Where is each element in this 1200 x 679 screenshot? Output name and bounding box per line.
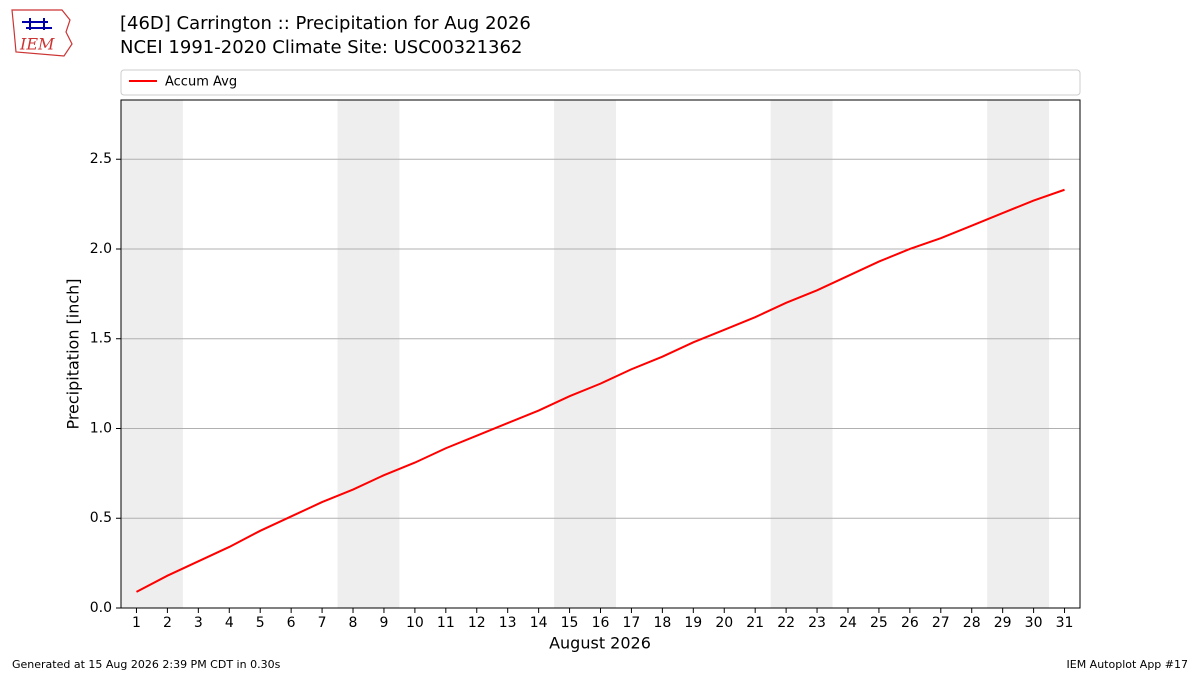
y-tick-label: 0.5: [90, 510, 112, 526]
x-tick-label: 13: [499, 615, 517, 631]
x-tick-label: 24: [839, 615, 857, 631]
x-tick-label: 20: [715, 615, 733, 631]
x-tick-label: 22: [777, 615, 795, 631]
weekend-shade: [337, 100, 400, 608]
chart-title: [46D] Carrington :: Precipitation for Au…: [120, 13, 531, 34]
x-tick-label: 11: [437, 615, 455, 631]
y-tick-label: 2.0: [90, 241, 112, 257]
logo: IEM: [11, 9, 73, 57]
weekend-shade: [987, 100, 1050, 608]
x-tick-label: 31: [1056, 615, 1074, 631]
x-tick-label: 6: [287, 615, 296, 631]
x-tick-label: 2: [163, 615, 172, 631]
logo-icon: [22, 18, 52, 30]
x-tick-label: 10: [406, 615, 424, 631]
footer-right: IEM Autoplot App #17: [1067, 658, 1189, 671]
plot-frame: [120, 99, 1081, 609]
y-tick-label: 1.5: [90, 331, 112, 347]
footer-left: Generated at 15 Aug 2026 2:39 PM CDT in …: [12, 658, 281, 671]
x-tick-label: 27: [932, 615, 950, 631]
x-tick-label: 29: [994, 615, 1012, 631]
logo-outline: [11, 9, 73, 57]
legend-box: [120, 69, 1081, 96]
x-tick-label: 21: [746, 615, 764, 631]
x-tick-label: 15: [561, 615, 579, 631]
x-tick-label: 25: [870, 615, 888, 631]
x-tick-label: 26: [901, 615, 919, 631]
logo-text: IEM: [19, 35, 55, 54]
weekend-shade: [121, 100, 183, 608]
x-tick-label: 16: [592, 615, 610, 631]
x-tick-label: 8: [349, 615, 358, 631]
x-tick-label: 19: [684, 615, 702, 631]
x-tick-label: 5: [256, 615, 265, 631]
x-axis-label: August 2026: [549, 634, 651, 653]
x-tick-label: 12: [468, 615, 486, 631]
chart-subtitle: NCEI 1991-2020 Climate Site: USC00321362: [120, 37, 522, 58]
series-line: [136, 188, 1065, 593]
y-tick-label: 2.5: [90, 151, 112, 167]
y-tick-label: 0.0: [90, 600, 112, 616]
legend-label: Accum Avg: [165, 75, 237, 90]
x-tick-label: 28: [963, 615, 981, 631]
x-tick-label: 9: [379, 615, 388, 631]
x-tick-label: 23: [808, 615, 826, 631]
x-tick-label: 1: [132, 615, 141, 631]
weekend-shade: [554, 100, 616, 608]
x-tick-label: 17: [623, 615, 641, 631]
x-tick-label: 4: [225, 615, 234, 631]
x-tick-label: 18: [653, 615, 671, 631]
weekend-shade: [770, 100, 833, 608]
x-tick-label: 30: [1025, 615, 1043, 631]
x-tick-label: 14: [530, 615, 548, 631]
x-tick-label: 7: [318, 615, 327, 631]
x-tick-label: 3: [194, 615, 203, 631]
y-tick-label: 1.0: [90, 420, 112, 436]
y-axis-label: Precipitation [inch]: [64, 278, 83, 429]
